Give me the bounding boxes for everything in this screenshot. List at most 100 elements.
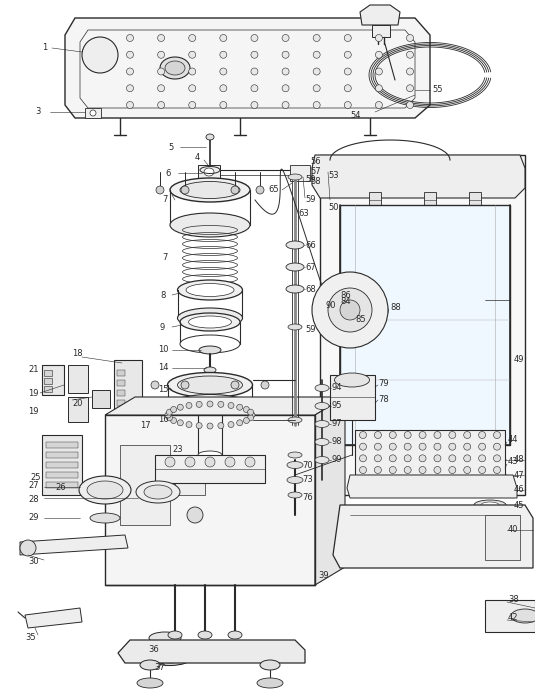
Circle shape: [419, 431, 426, 438]
Circle shape: [231, 381, 239, 389]
Text: 65: 65: [268, 186, 279, 195]
Text: 7: 7: [162, 195, 167, 205]
Circle shape: [177, 404, 184, 410]
Text: 23: 23: [172, 445, 182, 454]
Text: 6: 6: [165, 168, 170, 177]
Circle shape: [245, 457, 255, 467]
Ellipse shape: [186, 283, 234, 297]
Bar: [68, 397, 88, 422]
Ellipse shape: [204, 367, 216, 373]
Ellipse shape: [481, 457, 499, 463]
Circle shape: [376, 101, 383, 108]
Circle shape: [251, 51, 258, 58]
Circle shape: [171, 406, 177, 413]
Circle shape: [187, 507, 203, 523]
Text: 76: 76: [302, 493, 313, 501]
Circle shape: [434, 431, 441, 438]
Circle shape: [374, 466, 381, 473]
Ellipse shape: [315, 456, 329, 463]
Circle shape: [126, 68, 134, 75]
Circle shape: [479, 431, 486, 438]
Ellipse shape: [288, 417, 302, 423]
Bar: [114, 360, 142, 420]
Ellipse shape: [180, 335, 240, 353]
Polygon shape: [80, 30, 415, 108]
Circle shape: [360, 455, 366, 462]
Circle shape: [90, 110, 96, 116]
Circle shape: [312, 272, 388, 348]
Circle shape: [166, 415, 172, 421]
Circle shape: [189, 84, 196, 91]
Circle shape: [464, 455, 471, 462]
Text: 9: 9: [160, 322, 165, 332]
Text: 99: 99: [332, 456, 342, 464]
Circle shape: [218, 422, 224, 429]
Circle shape: [236, 404, 243, 410]
Bar: [120, 445, 170, 525]
Ellipse shape: [178, 308, 242, 328]
Circle shape: [407, 34, 414, 41]
Text: 1: 1: [42, 43, 47, 52]
Bar: [198, 165, 220, 179]
Circle shape: [360, 431, 366, 438]
Circle shape: [479, 466, 486, 473]
Circle shape: [464, 443, 471, 450]
Circle shape: [220, 101, 227, 108]
Circle shape: [220, 68, 227, 75]
Circle shape: [374, 455, 381, 462]
Text: 17: 17: [140, 420, 151, 429]
Circle shape: [360, 443, 366, 450]
Circle shape: [181, 381, 189, 389]
Circle shape: [218, 401, 224, 408]
Text: 49: 49: [514, 355, 524, 364]
Ellipse shape: [315, 403, 329, 410]
Ellipse shape: [260, 660, 280, 670]
Circle shape: [248, 409, 254, 415]
Circle shape: [376, 34, 383, 41]
Ellipse shape: [167, 394, 253, 419]
Circle shape: [404, 466, 411, 473]
Ellipse shape: [136, 481, 180, 503]
Circle shape: [126, 101, 134, 108]
Text: 4: 4: [195, 152, 200, 161]
Circle shape: [251, 34, 258, 41]
Circle shape: [236, 419, 243, 426]
Circle shape: [171, 417, 177, 424]
Ellipse shape: [144, 485, 172, 499]
Circle shape: [165, 457, 175, 467]
Text: 20: 20: [72, 399, 82, 408]
Bar: [369, 192, 381, 210]
Circle shape: [225, 457, 235, 467]
Circle shape: [228, 422, 234, 428]
Ellipse shape: [168, 631, 182, 639]
Polygon shape: [312, 155, 525, 198]
Bar: [340, 205, 510, 445]
Circle shape: [389, 443, 396, 450]
Polygon shape: [105, 397, 345, 415]
Text: 70: 70: [302, 461, 312, 470]
Ellipse shape: [228, 631, 242, 639]
Text: 43: 43: [508, 457, 518, 466]
Bar: [117, 400, 125, 406]
Ellipse shape: [334, 373, 370, 387]
Text: 66: 66: [305, 241, 316, 249]
Circle shape: [360, 466, 366, 473]
Text: 16: 16: [158, 415, 169, 424]
Text: 36: 36: [148, 646, 159, 655]
Ellipse shape: [288, 324, 302, 330]
Polygon shape: [25, 608, 82, 628]
Circle shape: [404, 431, 411, 438]
Bar: [485, 600, 535, 632]
Text: 35: 35: [25, 634, 36, 642]
Polygon shape: [20, 535, 128, 555]
Circle shape: [126, 84, 134, 91]
Circle shape: [82, 37, 118, 73]
Circle shape: [389, 466, 396, 473]
Bar: [168, 440, 223, 475]
Circle shape: [165, 412, 171, 418]
Ellipse shape: [198, 631, 212, 639]
Text: 45: 45: [514, 500, 524, 510]
Text: 78: 78: [378, 394, 389, 403]
Text: 21: 21: [28, 366, 39, 375]
Circle shape: [376, 51, 383, 58]
